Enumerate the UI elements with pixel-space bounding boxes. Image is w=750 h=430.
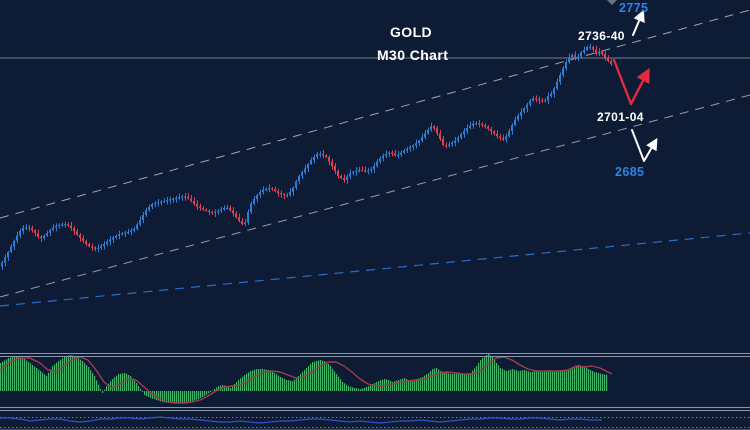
trend-channel-lines: [0, 9, 750, 307]
chart-title: GOLD: [390, 24, 433, 40]
support-zone-label: 2701-04: [597, 110, 644, 124]
macd-signal-line: [0, 356, 613, 404]
deeper-pullback-arrow: [631, 129, 658, 162]
resistance-zone-label: 2736-40: [578, 29, 625, 43]
oscillator-strip: [0, 416, 750, 428]
oscillator-line: [0, 416, 602, 424]
macd-indicator-panel: [0, 354, 613, 404]
forecast-arrows: [607, 0, 658, 162]
timeframe-label: M30 Chart: [377, 47, 449, 63]
fractal-marker-icon: [607, 0, 617, 5]
downside-target-label: 2685: [615, 165, 645, 179]
pullback-arrow: [612, 58, 650, 106]
breakout-arrow: [632, 9, 645, 36]
candlestick-series: [1, 43, 612, 271]
upside-target-label: 2775: [619, 1, 649, 15]
